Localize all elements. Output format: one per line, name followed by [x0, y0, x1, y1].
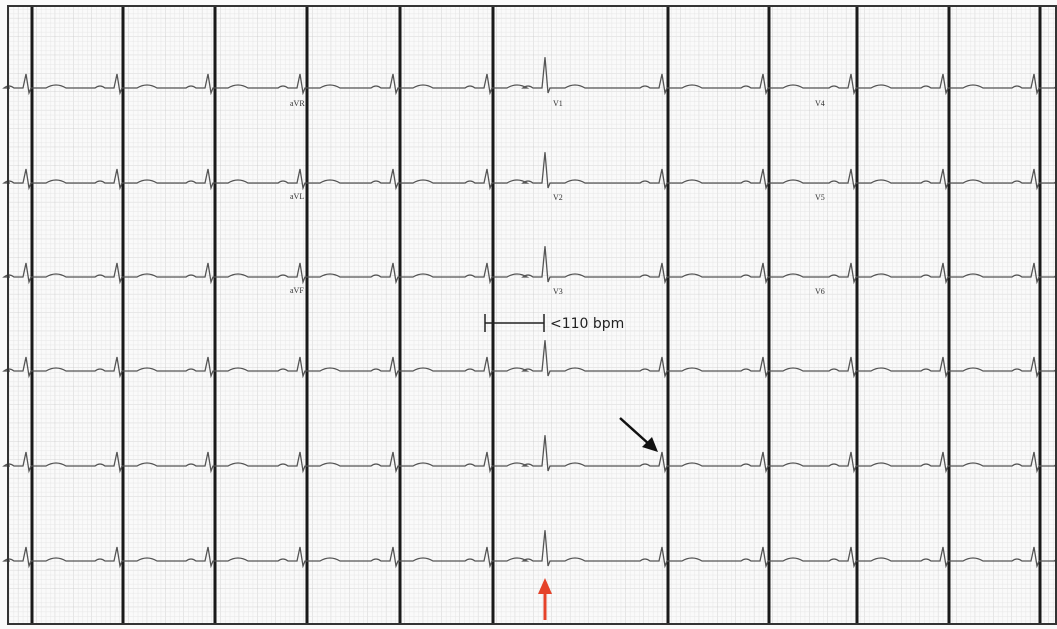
rate-annotation: <110 bpm	[550, 316, 624, 332]
lead-label: V3	[553, 287, 563, 296]
lead-label: aVF	[290, 286, 304, 295]
grid	[8, 6, 1057, 624]
lead-label: V4	[815, 99, 825, 108]
lead-label: aVR	[290, 99, 305, 108]
lead-label: V2	[553, 193, 563, 202]
lead-label: V5	[815, 193, 825, 202]
lead-label: V6	[815, 287, 825, 296]
lead-label: aVL	[290, 192, 304, 201]
ecg-strip: aVR aVL aVF V1 V2 V3 V4 V5 V6 <110 bpm	[0, 0, 1057, 629]
lead-label: V1	[553, 99, 563, 108]
page: aVR aVL aVF V1 V2 V3 V4 V5 V6 <110 bpm (…	[0, 0, 1057, 629]
